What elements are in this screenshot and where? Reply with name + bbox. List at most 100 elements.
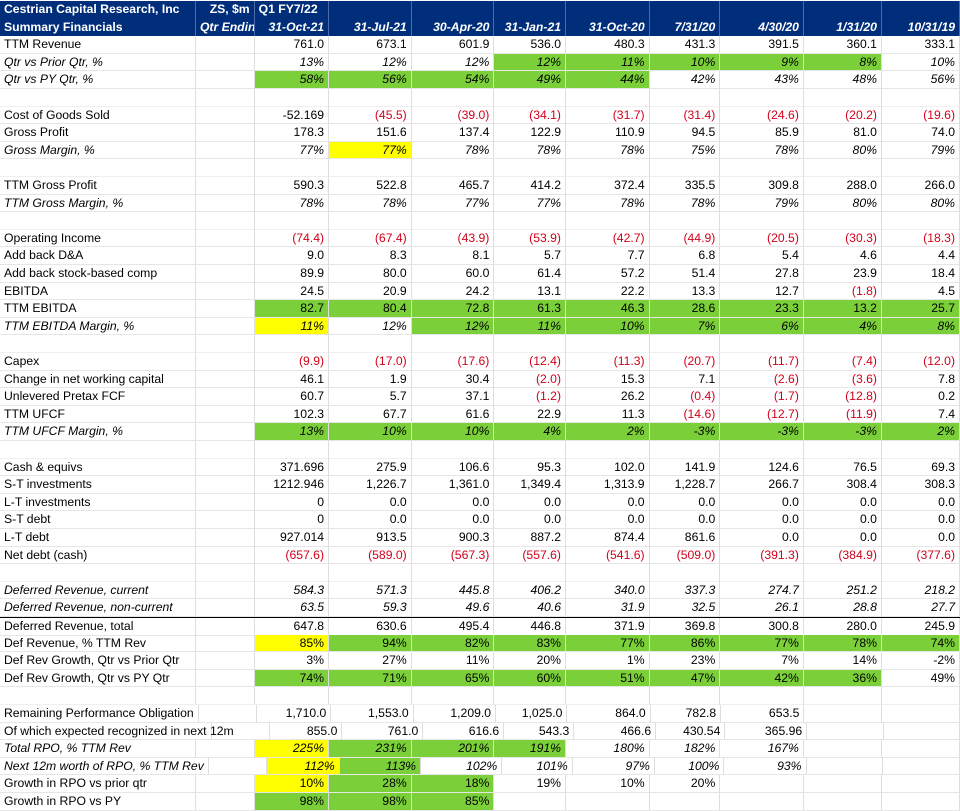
table-cell[interactable]: 0.0 bbox=[803, 511, 882, 529]
table-cell[interactable]: 76.5 bbox=[803, 458, 882, 477]
table-cell[interactable]: 10% bbox=[566, 775, 650, 793]
table-cell[interactable]: (557.6) bbox=[494, 546, 566, 565]
table-cell[interactable]: 446.8 bbox=[494, 618, 566, 636]
table-cell[interactable]: 60.7 bbox=[254, 388, 330, 406]
table-cell[interactable] bbox=[649, 793, 721, 811]
table-cell[interactable]: 371.696 bbox=[254, 458, 330, 477]
table-cell[interactable]: (31.7) bbox=[566, 106, 650, 125]
table-cell[interactable]: 102.0 bbox=[566, 458, 650, 477]
table-cell[interactable]: 761.0 bbox=[254, 36, 330, 54]
table-cell[interactable]: 20% bbox=[649, 775, 721, 793]
table-cell[interactable]: 74% bbox=[254, 669, 330, 688]
table-cell[interactable]: 82% bbox=[411, 634, 495, 653]
table-cell[interactable]: 8.1 bbox=[411, 247, 495, 265]
table-cell[interactable]: 78% bbox=[494, 141, 566, 160]
table-cell[interactable]: (31.4) bbox=[649, 106, 721, 125]
table-cell[interactable]: 77% bbox=[566, 634, 650, 653]
table-cell[interactable]: 49% bbox=[494, 71, 566, 89]
table-cell[interactable]: 59.3 bbox=[329, 599, 412, 617]
table-cell[interactable]: (24.6) bbox=[720, 106, 804, 125]
table-cell[interactable]: 22.9 bbox=[494, 405, 566, 424]
table-cell[interactable]: 0.0 bbox=[566, 493, 650, 512]
table-cell[interactable]: (384.9) bbox=[803, 546, 882, 565]
table-cell[interactable]: 46.1 bbox=[254, 370, 330, 389]
table-cell[interactable]: (17.6) bbox=[411, 353, 495, 371]
table-cell[interactable]: 7% bbox=[649, 317, 721, 336]
table-cell[interactable]: (0.4) bbox=[649, 388, 721, 406]
table-cell[interactable]: 4.5 bbox=[881, 282, 960, 301]
table-cell[interactable]: (19.6) bbox=[881, 106, 960, 125]
table-cell[interactable]: 7% bbox=[720, 652, 804, 670]
table-cell[interactable]: 13% bbox=[254, 53, 330, 72]
table-cell[interactable]: 26.2 bbox=[566, 388, 650, 406]
table-cell[interactable]: 0.0 bbox=[803, 493, 882, 512]
table-cell[interactable]: 4% bbox=[803, 317, 882, 336]
table-cell[interactable]: 43% bbox=[720, 71, 804, 89]
table-cell[interactable]: 10% bbox=[649, 53, 721, 72]
table-cell[interactable]: -3% bbox=[803, 423, 882, 441]
table-cell[interactable]: 0.0 bbox=[649, 511, 721, 529]
table-cell[interactable]: 466.6 bbox=[574, 722, 657, 741]
table-cell[interactable]: 77% bbox=[329, 141, 412, 160]
table-cell[interactable]: 56% bbox=[329, 71, 412, 89]
table-cell[interactable]: 67.7 bbox=[329, 405, 412, 424]
header-label[interactable]: Summary Financials bbox=[0, 18, 196, 37]
table-cell[interactable] bbox=[881, 740, 960, 758]
table-cell[interactable]: 430.54 bbox=[656, 722, 726, 741]
table-cell[interactable]: 1,313.9 bbox=[566, 476, 650, 494]
table-cell[interactable]: 69.3 bbox=[881, 458, 960, 477]
header-cell[interactable]: 4/30/20 bbox=[720, 18, 804, 37]
table-cell[interactable]: (12.4) bbox=[494, 353, 566, 371]
table-cell[interactable]: 3% bbox=[254, 652, 330, 670]
table-cell[interactable]: 673.1 bbox=[329, 36, 412, 54]
table-cell[interactable]: 0.2 bbox=[881, 388, 960, 406]
table-cell[interactable]: 80% bbox=[803, 141, 882, 160]
table-cell[interactable]: 913.5 bbox=[329, 529, 412, 547]
table-cell[interactable]: 372.4 bbox=[566, 177, 650, 195]
table-cell[interactable]: 1,361.0 bbox=[411, 476, 495, 494]
table-cell[interactable] bbox=[494, 793, 566, 811]
table-cell[interactable]: 95.3 bbox=[494, 458, 566, 477]
table-cell[interactable]: 231% bbox=[329, 740, 412, 758]
table-cell[interactable]: 761.0 bbox=[342, 722, 424, 741]
table-cell[interactable]: 78% bbox=[411, 141, 495, 160]
table-cell[interactable]: 1,349.4 bbox=[494, 476, 566, 494]
table-cell[interactable]: 7.1 bbox=[649, 370, 721, 389]
header-cell[interactable]: 30-Apr-20 bbox=[412, 18, 495, 37]
table-cell[interactable]: 340.0 bbox=[566, 581, 650, 600]
table-cell[interactable] bbox=[807, 722, 884, 741]
table-cell[interactable]: 2% bbox=[881, 423, 960, 441]
table-cell[interactable]: (1.7) bbox=[720, 388, 804, 406]
table-cell[interactable]: 12% bbox=[411, 53, 495, 72]
header-cell[interactable]: 7/31/20 bbox=[650, 18, 721, 37]
table-cell[interactable]: 182% bbox=[649, 740, 721, 758]
table-cell[interactable]: (567.3) bbox=[411, 546, 495, 565]
table-cell[interactable]: 98% bbox=[329, 793, 412, 811]
table-cell[interactable]: -3% bbox=[720, 423, 804, 441]
table-cell[interactable]: 1,209.0 bbox=[413, 705, 497, 723]
table-cell[interactable]: 495.4 bbox=[411, 618, 495, 636]
table-cell[interactable]: 100% bbox=[654, 757, 725, 776]
table-cell[interactable]: 406.2 bbox=[494, 581, 566, 600]
table-cell[interactable]: (11.7) bbox=[720, 353, 804, 371]
table-cell[interactable]: -52.169 bbox=[254, 106, 330, 125]
table-cell[interactable]: 0.0 bbox=[881, 511, 960, 529]
table-cell[interactable]: 56% bbox=[881, 71, 960, 89]
table-cell[interactable] bbox=[804, 705, 883, 723]
table-cell[interactable]: 275.9 bbox=[329, 458, 412, 477]
table-cell[interactable]: 11% bbox=[254, 317, 330, 336]
table-cell[interactable]: 337.3 bbox=[649, 581, 721, 600]
table-cell[interactable]: 335.5 bbox=[649, 177, 721, 195]
table-cell[interactable]: 102% bbox=[420, 757, 503, 776]
table-cell[interactable]: 9% bbox=[720, 53, 804, 72]
header-cell[interactable]: 31-Jul-21 bbox=[329, 18, 412, 37]
table-cell[interactable]: 288.0 bbox=[803, 177, 882, 195]
header-cell[interactable]: 1/31/20 bbox=[804, 18, 882, 37]
table-cell[interactable]: 300.8 bbox=[720, 618, 804, 636]
table-cell[interactable] bbox=[881, 775, 960, 793]
table-cell[interactable]: 48% bbox=[803, 71, 882, 89]
table-cell[interactable]: 42% bbox=[720, 669, 804, 688]
header-cell[interactable]: 10/31/19 bbox=[882, 18, 960, 37]
table-cell[interactable]: 46.3 bbox=[566, 300, 650, 318]
table-cell[interactable]: 85% bbox=[254, 634, 330, 653]
